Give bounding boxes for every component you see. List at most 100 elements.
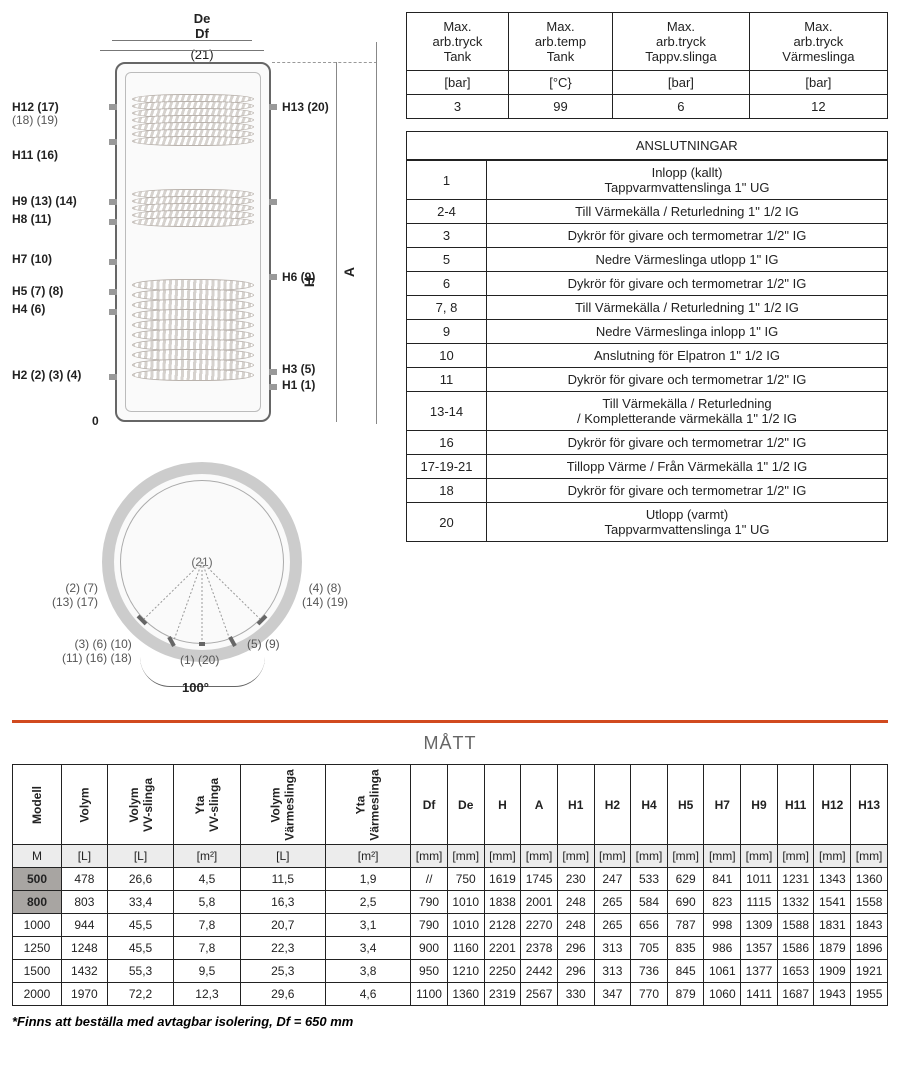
matt-cell: 2001 (521, 891, 558, 914)
matt-header: Modell (13, 765, 62, 845)
matt-cell: 950 (411, 960, 448, 983)
matt-cell: 770 (631, 983, 668, 1006)
matt-header: H1 (557, 765, 594, 845)
matt-unit: [mm] (411, 845, 448, 868)
matt-unit: [mm] (741, 845, 778, 868)
matt-cell: 629 (667, 868, 704, 891)
matt-cell: 3,8 (325, 960, 410, 983)
matt-cell: 1332 (777, 891, 814, 914)
lower-coil (132, 279, 254, 379)
matt-cell: 72,2 (107, 983, 173, 1006)
matt-header: Df (411, 765, 448, 845)
matt-cell: 330 (557, 983, 594, 1006)
matt-unit: [mm] (447, 845, 484, 868)
matt-cell: 750 (447, 868, 484, 891)
conn-desc: Inlopp (kallt) Tappvarmvattenslinga 1" U… (487, 161, 888, 200)
matt-cell: 1,9 (325, 868, 410, 891)
matt-header: H13 (851, 765, 888, 845)
matt-cell: 2128 (484, 914, 521, 937)
matt-cell: 20,7 (240, 914, 325, 937)
upper-coil (132, 94, 254, 143)
matt-title: MÅTT (12, 733, 888, 754)
matt-cell: 1360 (851, 868, 888, 891)
matt-cell: 265 (594, 914, 631, 937)
matt-cell: 1619 (484, 868, 521, 891)
matt-cell: 1360 (447, 983, 484, 1006)
conn-num: 3 (407, 224, 487, 248)
matt-cell: 247 (594, 868, 631, 891)
footnote: *Finns att beställa med avtagbar isoleri… (12, 1014, 888, 1029)
mid-coil (132, 189, 254, 224)
matt-cell: 1879 (814, 937, 851, 960)
matt-cell: 1586 (777, 937, 814, 960)
matt-cell: 4,5 (174, 868, 240, 891)
divider (12, 720, 888, 723)
matt-cell: 736 (631, 960, 668, 983)
matt-cell: 584 (631, 891, 668, 914)
matt-unit: [mm] (557, 845, 594, 868)
conn-desc: Dykrör för givare och termometrar 1/2" I… (487, 479, 888, 503)
matt-cell: 11,5 (240, 868, 325, 891)
matt-cell: 1687 (777, 983, 814, 1006)
matt-cell: 22,3 (240, 937, 325, 960)
matt-cell: 296 (557, 960, 594, 983)
matt-cell: 1160 (447, 937, 484, 960)
matt-cell: 45,5 (107, 937, 173, 960)
matt-cell: 1831 (814, 914, 851, 937)
tank-top-view: (21) (12, 452, 392, 702)
lbl-h7: H7 (10) (12, 252, 52, 266)
conn-desc: Dykrör för givare och termometrar 1/2" I… (487, 272, 888, 296)
matt-cell: 1653 (777, 960, 814, 983)
spec-h3: Max. arb.tryck Värmeslinga (749, 13, 887, 71)
lbl-h5: H5 (7) (8) (12, 284, 63, 298)
lbl-h9: H9 (13) (14) (12, 194, 77, 208)
matt-cell: 944 (61, 914, 107, 937)
matt-cell: 25,3 (240, 960, 325, 983)
matt-cell: 2270 (521, 914, 558, 937)
matt-table: ModellVolymVolym VV-slingaYta VV-slingaV… (12, 764, 888, 1006)
conn-num: 2-4 (407, 200, 487, 224)
matt-header: De (447, 765, 484, 845)
matt-header: Volym (61, 765, 107, 845)
matt-cell: 478 (61, 868, 107, 891)
matt-cell: 790 (411, 914, 448, 937)
matt-unit: [mm] (484, 845, 521, 868)
matt-header: H11 (777, 765, 814, 845)
matt-cell: 347 (594, 983, 631, 1006)
matt-cell: 2567 (521, 983, 558, 1006)
conn-desc: Till Värmekälla / Returledning / Komplet… (487, 392, 888, 431)
matt-cell: 1970 (61, 983, 107, 1006)
matt-cell: 1896 (851, 937, 888, 960)
matt-cell: 33,4 (107, 891, 173, 914)
lbl-h1: H1 (1) (282, 378, 315, 392)
matt-cell: 1231 (777, 868, 814, 891)
lbl-h2: H2 (2) (3) (4) (12, 368, 81, 382)
matt-unit: [mm] (814, 845, 851, 868)
matt-header: H12 (814, 765, 851, 845)
matt-cell: 1010 (447, 914, 484, 937)
matt-cell: 1250 (13, 937, 62, 960)
tv-bl: (3) (6) (10)(11) (16) (18) (62, 638, 132, 666)
conn-title: ANSLUTNINGAR (487, 132, 888, 160)
matt-cell: 296 (557, 937, 594, 960)
matt-cell: 1115 (741, 891, 778, 914)
matt-cell: 998 (704, 914, 741, 937)
spec-h0: Max. arb.tryck Tank (407, 13, 509, 71)
matt-cell: 1955 (851, 983, 888, 1006)
lbl-0: 0 (92, 414, 99, 428)
conn-num: 5 (407, 248, 487, 272)
conn-num: 17-19-21 (407, 455, 487, 479)
matt-cell: 16,3 (240, 891, 325, 914)
matt-header: H9 (741, 765, 778, 845)
matt-unit: [mm] (667, 845, 704, 868)
matt-cell: 248 (557, 914, 594, 937)
matt-cell: 45,5 (107, 914, 173, 937)
conn-desc: Nedre Värmeslinga utlopp 1" IG (487, 248, 888, 272)
matt-unit: [mm] (521, 845, 558, 868)
matt-cell: 841 (704, 868, 741, 891)
lbl-h11: H11 (16) (12, 148, 58, 162)
matt-header: Yta Värmeslinga (325, 765, 410, 845)
matt-unit: [mm] (594, 845, 631, 868)
matt-cell: 9,5 (174, 960, 240, 983)
matt-cell: 835 (667, 937, 704, 960)
